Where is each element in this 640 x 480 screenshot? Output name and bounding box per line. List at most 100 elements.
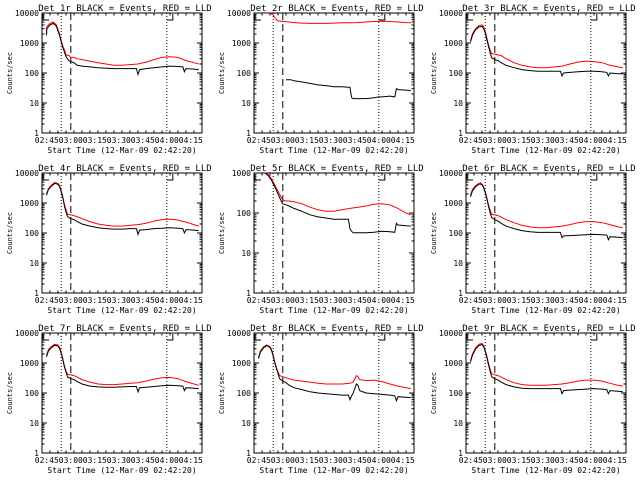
x-tick-label: 03:15 [83, 456, 107, 465]
x-tick-label: 03:15 [507, 296, 531, 305]
x-tick-label: 04:15 [179, 296, 203, 305]
y-tick-label: 10000 [227, 9, 251, 18]
corner-mark [466, 334, 473, 341]
events-series-line [470, 25, 623, 78]
chart-panel-7: Det 7r BLACK = Events, RED = LLD Counts/s… [6, 324, 212, 475]
y-tick-label: 1 [246, 449, 251, 458]
plot-frame [465, 172, 627, 294]
x-tick-label: 02:45 [247, 136, 271, 145]
x-tick-label: 03:00 [59, 296, 83, 305]
x-axis-label: Start Time (12-Mar-09 02:42:20) [471, 146, 620, 155]
y-axis-label: Counts/sec [218, 52, 226, 94]
chart-title: Det 3r BLACK = Events, RED = LLD [462, 4, 635, 14]
y-tick-label: 10 [453, 259, 463, 268]
y-axis-label: Counts/sec [430, 52, 438, 94]
chart-panel-1: Det 1r BLACK = Events, RED = LLD Counts/s… [6, 4, 212, 155]
x-tick-label: 04:00 [155, 296, 179, 305]
x-tick-label: 03:45 [343, 456, 367, 465]
y-tick-label: 10000 [439, 9, 463, 18]
y-tick-label: 100 [449, 69, 464, 78]
plot-frame [41, 332, 203, 454]
y-axis-label: Counts/sec [6, 52, 14, 94]
y-axis-label: Counts/sec [218, 212, 226, 254]
x-tick-label: 02:45 [35, 296, 59, 305]
plot-frame [253, 332, 415, 454]
x-tick-label: 02:45 [459, 456, 483, 465]
x-tick-label: 03:00 [483, 296, 507, 305]
x-tick-label: 03:30 [107, 136, 131, 145]
y-tick-label: 100 [237, 389, 252, 398]
x-tick-label: 03:30 [531, 296, 555, 305]
x-tick-label: 03:00 [483, 136, 507, 145]
x-axis-label: Start Time (12-Mar-09 02:42:20) [259, 306, 408, 315]
x-tick-label: 04:15 [391, 136, 415, 145]
y-tick-label: 1 [34, 129, 39, 138]
plot-frame [41, 12, 203, 134]
x-tick-label: 02:45 [459, 136, 483, 145]
plot-frame [253, 12, 415, 134]
corner-mark [166, 334, 174, 341]
x-axis-label: Start Time (12-Mar-09 02:42:20) [471, 306, 620, 315]
y-tick-label: 100 [237, 209, 252, 218]
chart-title: Det 7r BLACK = Events, RED = LLD [38, 324, 211, 334]
y-axis-label: Counts/sec [6, 212, 14, 254]
chart-panel-4: Det 4r BLACK = Events, RED = LLD Counts/s… [6, 164, 212, 315]
x-tick-label: 03:00 [271, 456, 295, 465]
events-series-line [470, 344, 623, 396]
y-tick-label: 10 [29, 259, 39, 268]
corner-mark [466, 174, 473, 181]
x-tick-label: 03:15 [295, 136, 319, 145]
chart-title: Det 4r BLACK = Events, RED = LLD [38, 164, 211, 174]
plot-frame [465, 12, 627, 134]
lld-series-line [470, 342, 623, 387]
x-tick-label: 03:15 [295, 456, 319, 465]
x-tick-label: 03:00 [271, 136, 295, 145]
y-tick-label: 100 [25, 69, 40, 78]
y-axis-label: Counts/sec [218, 372, 226, 414]
chart-title: Det 8r BLACK = Events, RED = LLD [250, 324, 423, 334]
x-tick-label: 02:45 [35, 136, 59, 145]
chart-panel-5: Det 5r BLACK = Events, RED = LLD Counts/s… [218, 164, 424, 315]
events-series-line [46, 22, 199, 77]
y-tick-label: 1000 [20, 199, 39, 208]
y-tick-label: 10 [241, 419, 251, 428]
x-axis-label: Start Time (12-Mar-09 02:42:20) [259, 466, 408, 475]
y-tick-label: 10 [29, 419, 39, 428]
y-axis-label: Counts/sec [430, 212, 438, 254]
x-tick-label: 04:00 [155, 136, 179, 145]
x-tick-label: 03:30 [107, 296, 131, 305]
lld-series-line [46, 182, 199, 227]
chart-panel-8: Det 8r BLACK = Events, RED = LLD Counts/s… [218, 324, 424, 475]
x-tick-label: 03:30 [319, 136, 343, 145]
y-tick-label: 100 [237, 69, 252, 78]
corner-mark [590, 334, 598, 341]
x-tick-label: 04:15 [179, 456, 203, 465]
x-axis-label: Start Time (12-Mar-09 02:42:20) [47, 466, 196, 475]
events-series-line [264, 172, 411, 234]
x-tick-label: 02:45 [459, 296, 483, 305]
y-tick-label: 1 [34, 289, 39, 298]
y-tick-label: 10000 [15, 169, 39, 178]
chart-title: Det 9r BLACK = Events, RED = LLD [462, 324, 635, 334]
corner-mark [42, 14, 49, 21]
y-tick-label: 1 [458, 129, 463, 138]
corner-mark [42, 174, 49, 181]
corner-mark [254, 174, 261, 181]
x-tick-label: 04:15 [603, 296, 627, 305]
lld-series-line [470, 24, 623, 69]
corner-mark [378, 14, 386, 21]
x-tick-label: 03:45 [131, 136, 155, 145]
y-tick-label: 10000 [15, 9, 39, 18]
corner-mark [254, 14, 261, 21]
y-tick-label: 100 [449, 389, 464, 398]
y-tick-label: 10 [241, 249, 251, 258]
corner-mark [466, 14, 473, 21]
y-tick-label: 1 [458, 449, 463, 458]
chart-title: Det 6r BLACK = Events, RED = LLD [462, 164, 635, 174]
x-tick-label: 04:00 [579, 296, 603, 305]
x-tick-label: 03:45 [131, 456, 155, 465]
corner-mark [590, 14, 598, 21]
x-tick-label: 03:00 [483, 456, 507, 465]
x-tick-label: 03:15 [507, 456, 531, 465]
y-tick-label: 100 [25, 389, 40, 398]
